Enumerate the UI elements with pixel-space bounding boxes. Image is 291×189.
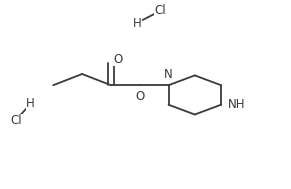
Text: H: H: [132, 17, 141, 30]
Text: H: H: [26, 97, 35, 110]
Text: NH: NH: [228, 98, 246, 111]
Text: N: N: [164, 68, 173, 81]
Text: O: O: [135, 90, 144, 103]
Text: O: O: [113, 53, 123, 66]
Text: Cl: Cl: [154, 4, 166, 17]
Text: Cl: Cl: [10, 114, 22, 127]
